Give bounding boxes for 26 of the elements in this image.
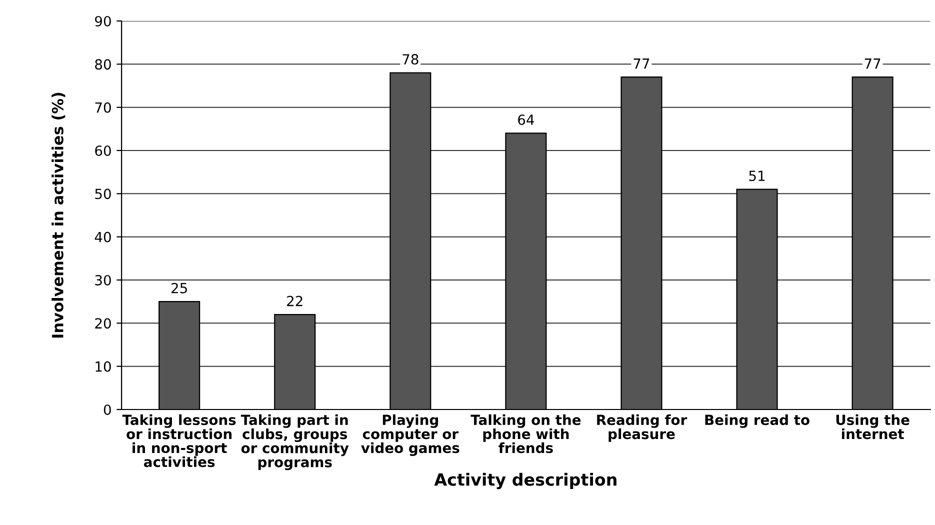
data-label: 77 [864,58,880,69]
y-axis-title: Involvement in activities (%) [52,92,66,338]
x-axis-title: Activity description [434,472,616,490]
y-tick-label: 70 [95,102,111,113]
y-tick-label: 40 [94,232,111,242]
data-label: 64 [518,114,534,125]
y-tick-label: 90 [95,16,111,26]
y-tick-label: 50 [95,188,111,200]
y-tick-label: 10 [96,361,111,372]
x-tick-label: Playing computer or video games [361,414,460,456]
data-label: 77 [634,58,650,69]
data-label: 22 [287,296,302,306]
x-tick-label: Taking part in clubs, groups or community programs [240,414,349,470]
x-tick-label: Reading for pleasure [597,414,688,442]
data-label: 78 [402,54,418,65]
data-label: 25 [172,282,187,294]
x-tick-label: Talking on the phone with friends [470,414,581,454]
y-tick-label: 0 [104,404,111,415]
y-tick-label: 20 [95,318,111,329]
y-tick-label: 60 [95,145,111,156]
y-tick-label: 80 [95,59,111,70]
y-tick-label: 30 [95,274,111,286]
x-tick-label: Taking lessons or instruction in non-sport activities [122,414,236,468]
x-tick-label: Being read to [705,414,810,428]
data-label: 51 [749,170,765,182]
x-tick-label: Using the internet [836,414,910,440]
